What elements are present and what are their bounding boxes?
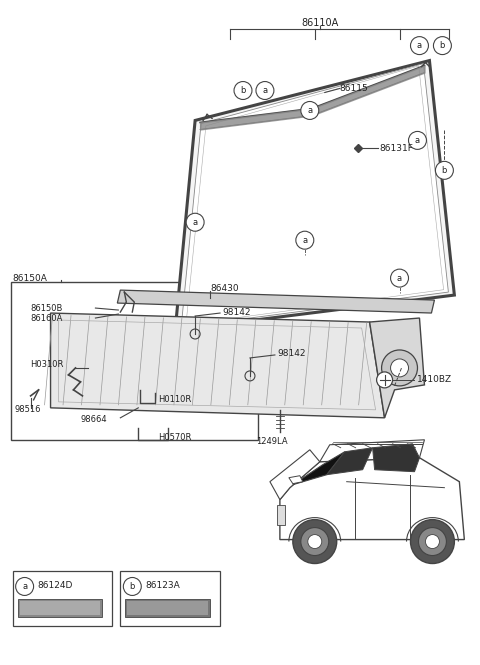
Text: 86110A: 86110A [301,18,338,28]
Text: 86131F: 86131F [380,144,413,153]
Circle shape [301,527,329,555]
Circle shape [16,577,34,595]
Text: 98516: 98516 [15,406,41,414]
Polygon shape [117,290,434,313]
Polygon shape [175,61,455,330]
Polygon shape [289,475,303,483]
Text: b: b [130,582,135,591]
Circle shape [293,519,336,563]
Bar [20,601,100,615]
Text: 86150B: 86150B [31,303,63,313]
Polygon shape [327,448,372,475]
Text: a: a [397,273,402,283]
Text: H0110R: H0110R [158,396,192,404]
Polygon shape [280,458,464,539]
Circle shape [410,519,455,563]
Text: b: b [440,41,445,50]
Bar [11,282,258,440]
Text: 1249LA: 1249LA [256,438,288,446]
Circle shape [433,37,451,55]
Text: b: b [240,86,246,95]
Polygon shape [293,452,345,485]
Text: 86124D: 86124D [37,581,73,590]
Polygon shape [370,318,424,418]
Bar [125,599,210,617]
Text: 86430: 86430 [210,283,239,293]
Circle shape [425,535,439,549]
Circle shape [435,162,454,180]
Bar [277,505,285,525]
Text: a: a [192,217,198,227]
Circle shape [308,535,322,549]
Circle shape [410,37,429,55]
Text: H0570R: H0570R [158,434,192,442]
Text: a: a [417,41,422,50]
Circle shape [391,269,408,287]
Text: 98664: 98664 [81,416,107,424]
Polygon shape [372,444,420,471]
Circle shape [377,372,393,388]
Text: 86123A: 86123A [145,581,180,590]
Circle shape [419,527,446,555]
Circle shape [234,82,252,100]
Circle shape [301,102,319,120]
Circle shape [382,350,418,386]
Text: a: a [302,235,307,245]
Circle shape [123,577,141,595]
Text: 86115: 86115 [340,84,369,93]
Bar [127,601,208,615]
Text: 86160A: 86160A [31,313,63,323]
Circle shape [391,359,408,377]
Circle shape [408,132,426,150]
Circle shape [186,213,204,231]
Polygon shape [270,450,320,499]
Text: a: a [22,582,27,591]
Text: b: b [442,166,447,175]
Text: a: a [307,106,312,115]
Bar [12,571,112,626]
Text: H0310R: H0310R [31,360,64,370]
Bar [120,571,220,626]
Text: 98142: 98142 [222,307,251,317]
Text: 86150A: 86150A [12,273,48,283]
Text: a: a [415,136,420,145]
Polygon shape [50,313,384,418]
Text: a: a [263,86,267,95]
Text: 1410BZ: 1410BZ [417,376,452,384]
Polygon shape [181,64,448,327]
Text: 98142: 98142 [277,349,305,358]
Circle shape [296,231,314,249]
Polygon shape [320,440,424,462]
Bar [18,599,102,617]
Circle shape [256,82,274,100]
